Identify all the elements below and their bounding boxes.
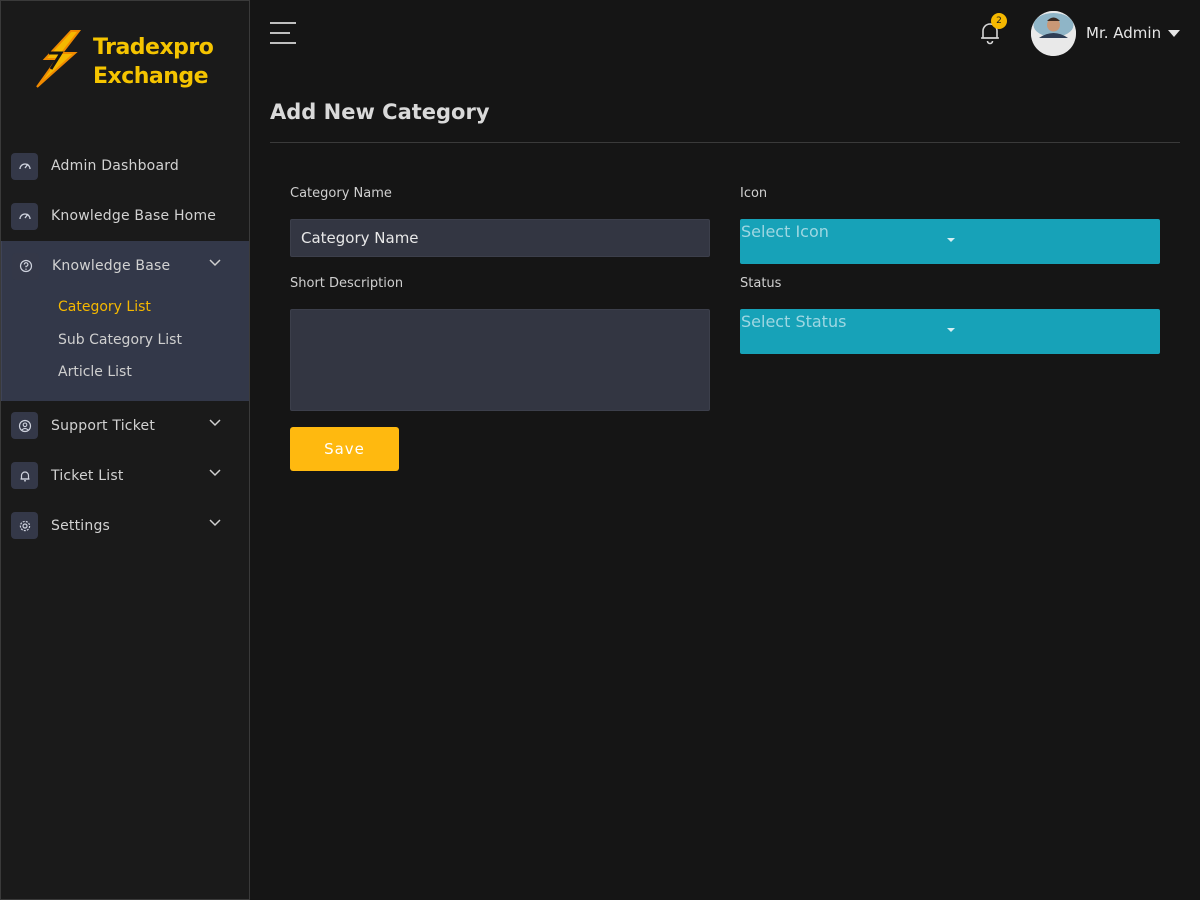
sidebar-nav: Admin Dashboard Knowledge Base Home Know… [1, 141, 249, 551]
status-label: Status [740, 276, 782, 291]
top-bar: 2 Mr. Admin [250, 0, 1200, 70]
chevron-down-icon [209, 259, 221, 267]
notification-count-badge: 2 [991, 13, 1007, 29]
page-title: Add New Category [270, 100, 490, 124]
select-caret-icon [947, 328, 955, 332]
sidebar-item-label: Admin Dashboard [51, 158, 180, 174]
short-description-textarea[interactable] [290, 309, 710, 411]
submenu-item-article-list[interactable]: Article List [58, 364, 132, 380]
chevron-down-icon [209, 468, 221, 476]
speedometer-icon [11, 202, 38, 230]
speedometer-icon [11, 152, 38, 180]
sidebar-item-label: Knowledge Base [52, 258, 171, 274]
user-name[interactable]: Mr. Admin [1086, 24, 1162, 42]
select-caret-icon [947, 238, 955, 242]
category-name-label: Category Name [290, 186, 392, 201]
brand-logo[interactable]: Tradexpro Exchange [31, 29, 231, 95]
chevron-down-icon [209, 418, 221, 426]
help-circle-icon [12, 252, 39, 280]
chevron-down-icon [209, 518, 221, 526]
sidebar-item-label: Support Ticket [51, 417, 156, 434]
brand-name-line2: Exchange [93, 64, 209, 89]
sidebar: Tradexpro Exchange Admin Dashboard Knowl… [0, 0, 250, 900]
caret-down-icon[interactable] [1168, 30, 1180, 37]
brand-name-line1: Tradexpro [93, 35, 214, 60]
sidebar-item-settings[interactable]: Settings [1, 501, 249, 551]
submenu-item-sub-category-list[interactable]: Sub Category List [58, 331, 182, 348]
icon-select-placeholder: Select Icon [741, 222, 829, 241]
icon-select[interactable]: Select Icon [740, 219, 1160, 264]
category-name-input[interactable] [290, 219, 710, 257]
user-circle-icon [11, 412, 38, 439]
short-description-label: Short Description [290, 276, 404, 291]
bell-icon [11, 462, 38, 489]
status-select[interactable]: Select Status [740, 309, 1160, 354]
title-divider [270, 142, 1180, 143]
avatar[interactable] [1031, 11, 1076, 56]
submenu-item-category-list[interactable]: Category List [58, 299, 151, 315]
user-avatar-icon [1031, 11, 1076, 56]
save-button[interactable]: Save [290, 427, 399, 471]
menu-toggle-icon[interactable] [270, 22, 296, 46]
icon-label: Icon [740, 186, 768, 201]
sidebar-item-ticket-list[interactable]: Ticket List [1, 451, 249, 501]
sidebar-item-label: Ticket List [51, 467, 124, 484]
status-select-placeholder: Select Status [741, 312, 847, 331]
sidebar-item-label: Knowledge Base Home [51, 208, 217, 224]
sidebar-submenu: Category List Sub Category List Article … [2, 291, 249, 401]
sidebar-group-knowledge-base: Knowledge Base Category List Sub Categor… [1, 241, 249, 401]
sidebar-item-knowledge-base-home[interactable]: Knowledge Base Home [1, 191, 249, 241]
sidebar-item-label: Settings [51, 517, 111, 534]
sidebar-item-knowledge-base[interactable]: Knowledge Base [2, 241, 249, 291]
sidebar-item-admin-dashboard[interactable]: Admin Dashboard [1, 141, 249, 191]
lightning-logo-icon [36, 30, 82, 88]
sidebar-item-support-ticket[interactable]: Support Ticket [1, 401, 249, 451]
gear-icon [11, 512, 38, 539]
